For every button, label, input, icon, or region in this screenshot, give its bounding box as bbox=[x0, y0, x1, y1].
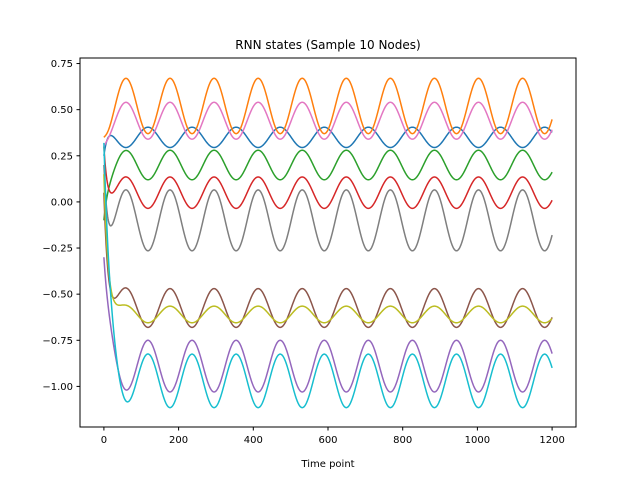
series-line-7 bbox=[103, 101, 553, 147]
y-axis: 0.75 0.50 0.25 0.00 −0.25 −0.50 −0.75 −1.00 bbox=[42, 59, 80, 393]
y-tick-label: 0.00 bbox=[51, 197, 73, 208]
series-line-3 bbox=[103, 149, 553, 221]
chart-title: RNN states (Sample 10 Nodes) bbox=[235, 38, 420, 52]
series-line-4 bbox=[103, 146, 553, 210]
series-line-8 bbox=[103, 164, 553, 252]
series-lines bbox=[103, 77, 553, 409]
y-tick-label: −0.25 bbox=[42, 244, 73, 255]
x-axis-label: Time point bbox=[300, 459, 354, 470]
series-line-10 bbox=[103, 142, 553, 409]
x-tick-label: 0 bbox=[101, 435, 107, 446]
y-tick-label: −0.75 bbox=[42, 336, 73, 347]
series-line-6 bbox=[103, 192, 553, 329]
y-tick-label: 0.25 bbox=[51, 151, 73, 162]
x-tick-label: 600 bbox=[318, 435, 337, 446]
series-line-5 bbox=[103, 257, 553, 393]
y-tick-label: 0.50 bbox=[51, 105, 73, 116]
x-tick-label: 400 bbox=[244, 435, 263, 446]
x-tick-label: 200 bbox=[169, 435, 188, 446]
x-tick-label: 1200 bbox=[539, 435, 564, 446]
y-tick-label: −1.00 bbox=[42, 382, 73, 393]
series-line-2 bbox=[103, 77, 553, 138]
y-tick-label: −0.50 bbox=[42, 290, 73, 301]
y-tick-label: 0.75 bbox=[51, 59, 73, 70]
x-tick-label: 1000 bbox=[465, 435, 490, 446]
x-tick-label: 800 bbox=[393, 435, 412, 446]
series-line-9 bbox=[103, 174, 553, 324]
x-axis: 0 200 400 600 800 1000 1200 bbox=[101, 427, 565, 446]
